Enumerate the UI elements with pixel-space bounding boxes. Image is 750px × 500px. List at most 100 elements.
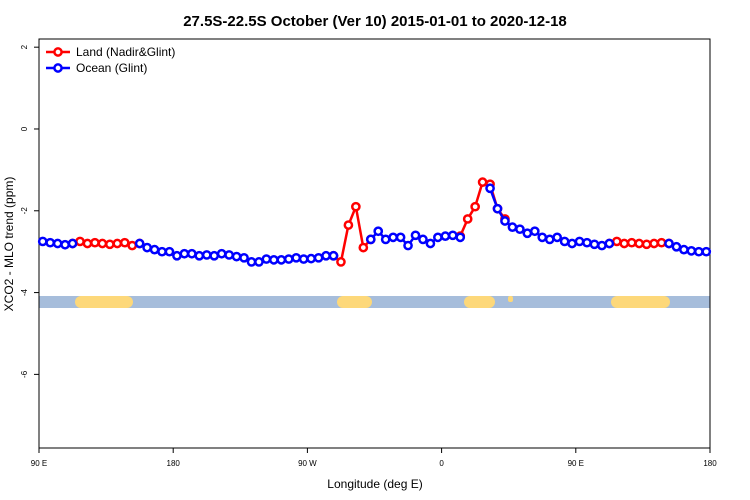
point: [52, 238, 63, 249]
point: [574, 236, 585, 247]
y-tick-label: 2: [20, 44, 29, 49]
point: [597, 240, 607, 251]
point: [328, 250, 339, 261]
point: [119, 237, 130, 248]
y-tick-label: -2: [20, 207, 29, 215]
legend-label: Land (Nadir&Glint): [76, 45, 175, 59]
point: [127, 240, 138, 251]
point: [619, 238, 630, 249]
point: [679, 244, 689, 255]
point: [515, 224, 525, 235]
point: [224, 250, 234, 260]
ocean-band: [39, 296, 710, 308]
point: [403, 240, 413, 251]
point: [82, 238, 93, 249]
point: [485, 183, 495, 194]
land-band: [508, 296, 513, 302]
x-tick-label: 90 E: [31, 459, 47, 468]
point: [276, 255, 287, 265]
point: [179, 248, 190, 259]
point: [60, 239, 70, 250]
point: [269, 255, 279, 265]
point: [336, 257, 346, 267]
point: [686, 246, 697, 256]
point: [283, 254, 294, 264]
point: [425, 238, 436, 249]
point: [410, 230, 421, 241]
y-tick-label: 0: [20, 126, 29, 131]
point: [321, 250, 331, 261]
point: [231, 251, 242, 262]
point: [149, 244, 160, 255]
point: [664, 238, 674, 249]
point: [97, 238, 108, 249]
point: [552, 232, 563, 243]
point: [477, 177, 488, 187]
point: [201, 250, 212, 260]
point: [313, 252, 324, 263]
point: [537, 232, 548, 243]
point: [656, 237, 667, 248]
x-axis-label: Longitude (deg E): [327, 477, 422, 491]
point: [433, 232, 443, 243]
point: [254, 257, 264, 267]
point: [164, 246, 175, 257]
x-tick-label: 90 E: [568, 459, 584, 468]
series: [37, 183, 712, 267]
point: [440, 231, 451, 241]
point: [388, 232, 398, 243]
point: [216, 248, 227, 259]
point: [529, 226, 540, 237]
land-band: [337, 296, 372, 308]
point: [671, 241, 682, 252]
point: [380, 234, 391, 245]
point: [701, 246, 712, 257]
point: [351, 201, 361, 212]
point: [447, 230, 458, 241]
land-band: [464, 296, 495, 308]
point: [186, 248, 197, 259]
x-tick-label: 180: [703, 459, 717, 468]
point: [157, 246, 167, 257]
point: [104, 239, 115, 250]
point: [522, 228, 533, 239]
point: [112, 238, 123, 249]
point: [582, 237, 592, 248]
point: [298, 254, 309, 264]
point: [626, 237, 637, 248]
point: [470, 201, 480, 212]
point: [291, 252, 302, 263]
point: [641, 239, 652, 250]
point: [142, 242, 152, 253]
point: [194, 250, 205, 261]
point: [239, 252, 249, 263]
land-ocean-mask: [39, 296, 710, 308]
chart-title: 27.5S-22.5S October (Ver 10) 2015-01-01 …: [183, 13, 567, 30]
point: [693, 246, 704, 257]
land-band: [611, 296, 670, 308]
point: [209, 250, 220, 261]
point: [37, 236, 48, 247]
legend-marker: [53, 47, 63, 57]
point: [462, 214, 473, 224]
point: [507, 222, 518, 232]
x-tick-label: 90 W: [298, 459, 317, 468]
point: [306, 253, 316, 264]
legend-label: Ocean (Glint): [76, 61, 147, 75]
point: [358, 242, 369, 253]
point: [172, 250, 182, 261]
x-tick-label: 180: [167, 459, 181, 468]
point: [611, 236, 622, 247]
y-axis-label: XCO2 - MLO trend (ppm): [2, 177, 16, 312]
point: [90, 237, 100, 248]
point: [246, 257, 257, 267]
point: [75, 236, 85, 247]
point: [45, 237, 56, 248]
legend-marker: [53, 63, 63, 73]
point: [395, 232, 406, 243]
point: [134, 238, 145, 249]
point: [567, 238, 577, 249]
point: [604, 238, 615, 249]
series-line: [42, 187, 707, 264]
point: [559, 236, 570, 247]
